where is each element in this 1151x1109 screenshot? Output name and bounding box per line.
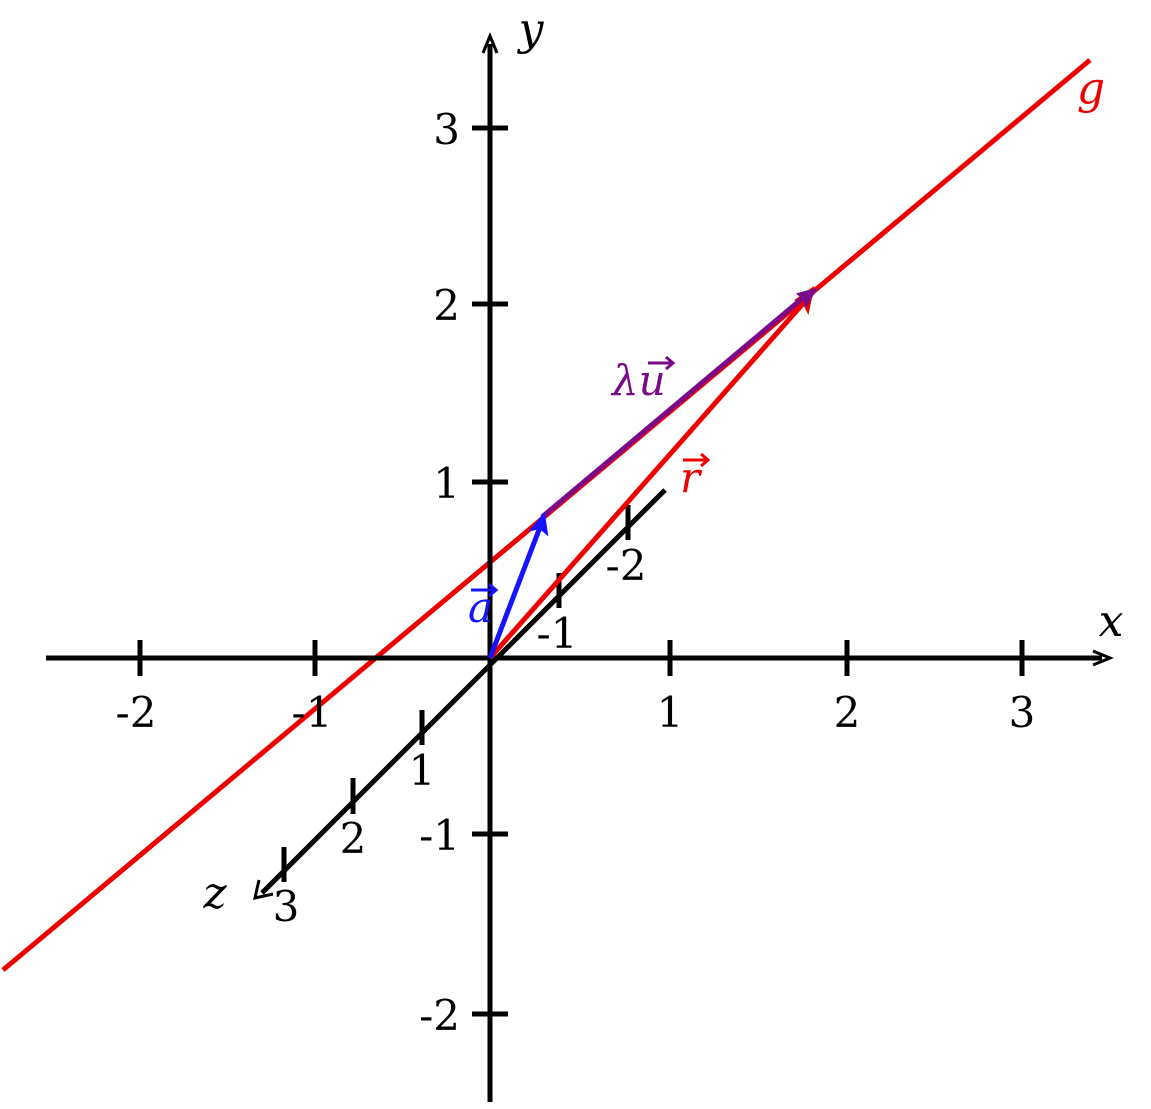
label-r-arrow-icon [683, 452, 711, 468]
vector-a [487, 511, 549, 659]
z-tick-label-2: 2 [340, 814, 367, 863]
y-tick-label-1: 1 [433, 459, 460, 508]
z-tick-label--1: -1 [537, 609, 578, 658]
y-axis-name: y [517, 4, 545, 55]
x-tick-label-1: 1 [657, 688, 684, 737]
z-axis-line [260, 488, 667, 895]
y-axis: 3 2 1 -1 -2 y [419, 4, 545, 1102]
x-tick-label--2: -2 [116, 688, 157, 737]
x-tick-label-3: 3 [1009, 688, 1036, 737]
y-tick-label-3: 3 [433, 105, 460, 154]
x-axis: -2 -1 1 2 3 x [46, 596, 1124, 737]
vector-lambda-u-shaft [540, 290, 812, 519]
label-lambda-u-arrow-icon [648, 355, 676, 371]
vector-a-shaft [487, 521, 545, 659]
x-axis-arrowhead [1092, 649, 1114, 667]
vector-lambda-u-arrowhead [795, 287, 819, 309]
vector-r-shaft [488, 296, 810, 660]
label-a-arrow-icon [471, 582, 499, 598]
z-tick-label-1: 1 [409, 746, 436, 795]
x-tick-label-2: 2 [834, 688, 861, 737]
label-r-text: r [680, 453, 703, 502]
y-tick-label--1: -1 [419, 811, 460, 860]
x-axis-name: x [1099, 596, 1124, 647]
z-axis-arrowhead [253, 879, 274, 900]
label-r: r [680, 452, 711, 502]
label-g: g [1077, 63, 1105, 114]
vector-r [488, 285, 815, 660]
vector-lambda-u [540, 287, 819, 519]
z-axis-name: z [202, 868, 227, 919]
x-tick-label--1: -1 [292, 688, 333, 737]
z-axis: -2 -1 1 2 3 z [202, 488, 667, 931]
label-a: a [468, 582, 499, 632]
z-tick-label-3: 3 [273, 882, 300, 931]
vector-a-arrowhead [528, 511, 549, 537]
label-lambda-u: λu [610, 355, 676, 405]
y-tick-label--2: -2 [419, 991, 460, 1040]
y-axis-arrowhead [481, 32, 499, 54]
z-tick-label--2: -2 [606, 541, 647, 590]
y-tick-label-2: 2 [433, 281, 460, 330]
